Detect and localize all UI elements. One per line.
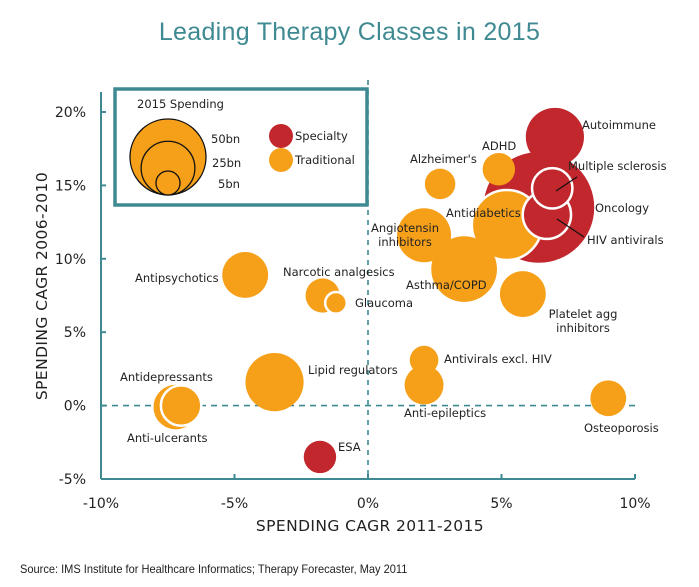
label-angiotensin-inhibitors: Angiotensin inhibitors [371, 221, 439, 249]
bubble-antivirals-excl-hiv [409, 345, 439, 375]
label-line: Angiotensin [371, 221, 439, 235]
legend-size-title: 2015 Spending [137, 97, 224, 111]
legend-swatch-specialty [269, 124, 293, 148]
label-multiple-sclerosis: Multiple sclerosis [568, 159, 667, 173]
legend-size-circle-5bn [155, 170, 181, 196]
x-tick-label: 0% [357, 496, 379, 512]
legend-label-specialty: Specialty [295, 129, 348, 143]
y-tick-label: 20% [55, 105, 86, 121]
label-antidiabetics: Antidiabetics [446, 206, 521, 220]
label-line: Platelet agg [549, 307, 618, 321]
chart-title: Leading Therapy Classes in 2015 [158, 18, 541, 46]
bubble-osteoporosis [590, 380, 627, 417]
y-tick-label: 10% [55, 252, 86, 268]
label-autoimmune: Autoimmune [582, 118, 656, 132]
label-line: inhibitors [556, 321, 610, 335]
label-esa: ESA [338, 440, 361, 454]
bubble-antidepressants [159, 384, 203, 428]
label-alzheimer-s: Alzheimer's [410, 152, 477, 166]
label-line: inhibitors [378, 235, 432, 249]
bubble-anti-epileptics [404, 365, 444, 405]
bubble-multiple-sclerosis [530, 166, 574, 210]
legend-size-label: 50bn [211, 132, 240, 146]
legend-size-label: 25bn [212, 156, 241, 170]
legend-label-traditional: Traditional [294, 153, 355, 167]
bubble-adhd [482, 153, 516, 186]
bubble-antipsychotics [222, 252, 269, 298]
leader-line-multiple-sclerosis [555, 176, 578, 192]
bubble-glaucoma [323, 290, 349, 315]
legend-swatch-traditional [269, 148, 293, 172]
label-antidepressants: Antidepressants [120, 370, 213, 384]
legend: 2015 Spending 50bn 25bn 5bn Specialty Traditi… [113, 87, 369, 207]
bubble-labels-layer: Oncology Autoimmune Multiple sclerosis HIV … [120, 118, 667, 454]
bubble-asthma-copd [431, 236, 497, 302]
label-lipid-regulators: Lipid regulators [308, 363, 398, 377]
x-axis-title: SPENDING CAGR 2011-2015 [256, 517, 484, 535]
label-osteoporosis: Osteoporosis [584, 421, 659, 435]
bubble-alzheimer-s [424, 168, 456, 200]
bubble-autoimmune [525, 107, 584, 167]
label-oncology: Oncology [595, 201, 649, 215]
y-axis-title: SPENDING CAGR 2006-2010 [33, 172, 51, 400]
bubble-platelet-agg-inhibitors [499, 271, 546, 317]
x-tick-label: 10% [619, 496, 650, 512]
label-platelet-agg-inhibitors: Platelet agg inhibitors [549, 307, 618, 335]
label-asthma-copd: Asthma/COPD [406, 278, 487, 292]
leader-line-hiv-antivirals [556, 218, 585, 238]
source-note: Source: IMS Institute for Healthcare Inf… [20, 562, 408, 576]
y-tick-label: 5% [64, 325, 86, 341]
label-antivirals-excl-hiv: Antivirals excl. HIV [444, 352, 552, 366]
x-tick-label: 5% [490, 496, 512, 512]
y-tick-label: 15% [55, 178, 86, 194]
label-narcotic-analgesics: Narcotic analgesics [283, 265, 395, 279]
bubble-esa [303, 440, 337, 474]
label-hiv-antivirals: HIV antivirals [587, 233, 664, 247]
bubble-angiotensin-inhibitors [397, 208, 452, 263]
label-anti-ulcerants: Anti-ulcerants [127, 431, 207, 445]
legend-size-label: 5bn [218, 177, 240, 191]
bubble-lipid-regulators [245, 353, 304, 412]
label-anti-epileptics: Anti-epileptics [404, 406, 486, 420]
bubbles-layer [153, 107, 627, 474]
label-glaucoma: Glaucoma [355, 296, 413, 310]
x-tick-label: -10% [83, 496, 119, 512]
x-tick-label: -5% [221, 496, 248, 512]
label-adhd: ADHD [482, 139, 516, 153]
y-tick-label: 0% [64, 399, 86, 415]
label-antipsychotics: Antipsychotics [135, 271, 219, 285]
y-tick-label: -5% [59, 472, 86, 488]
axes: -10% -5% 0% 5% 10% -5% 0% 5% 10% 15% 20% [55, 92, 651, 512]
